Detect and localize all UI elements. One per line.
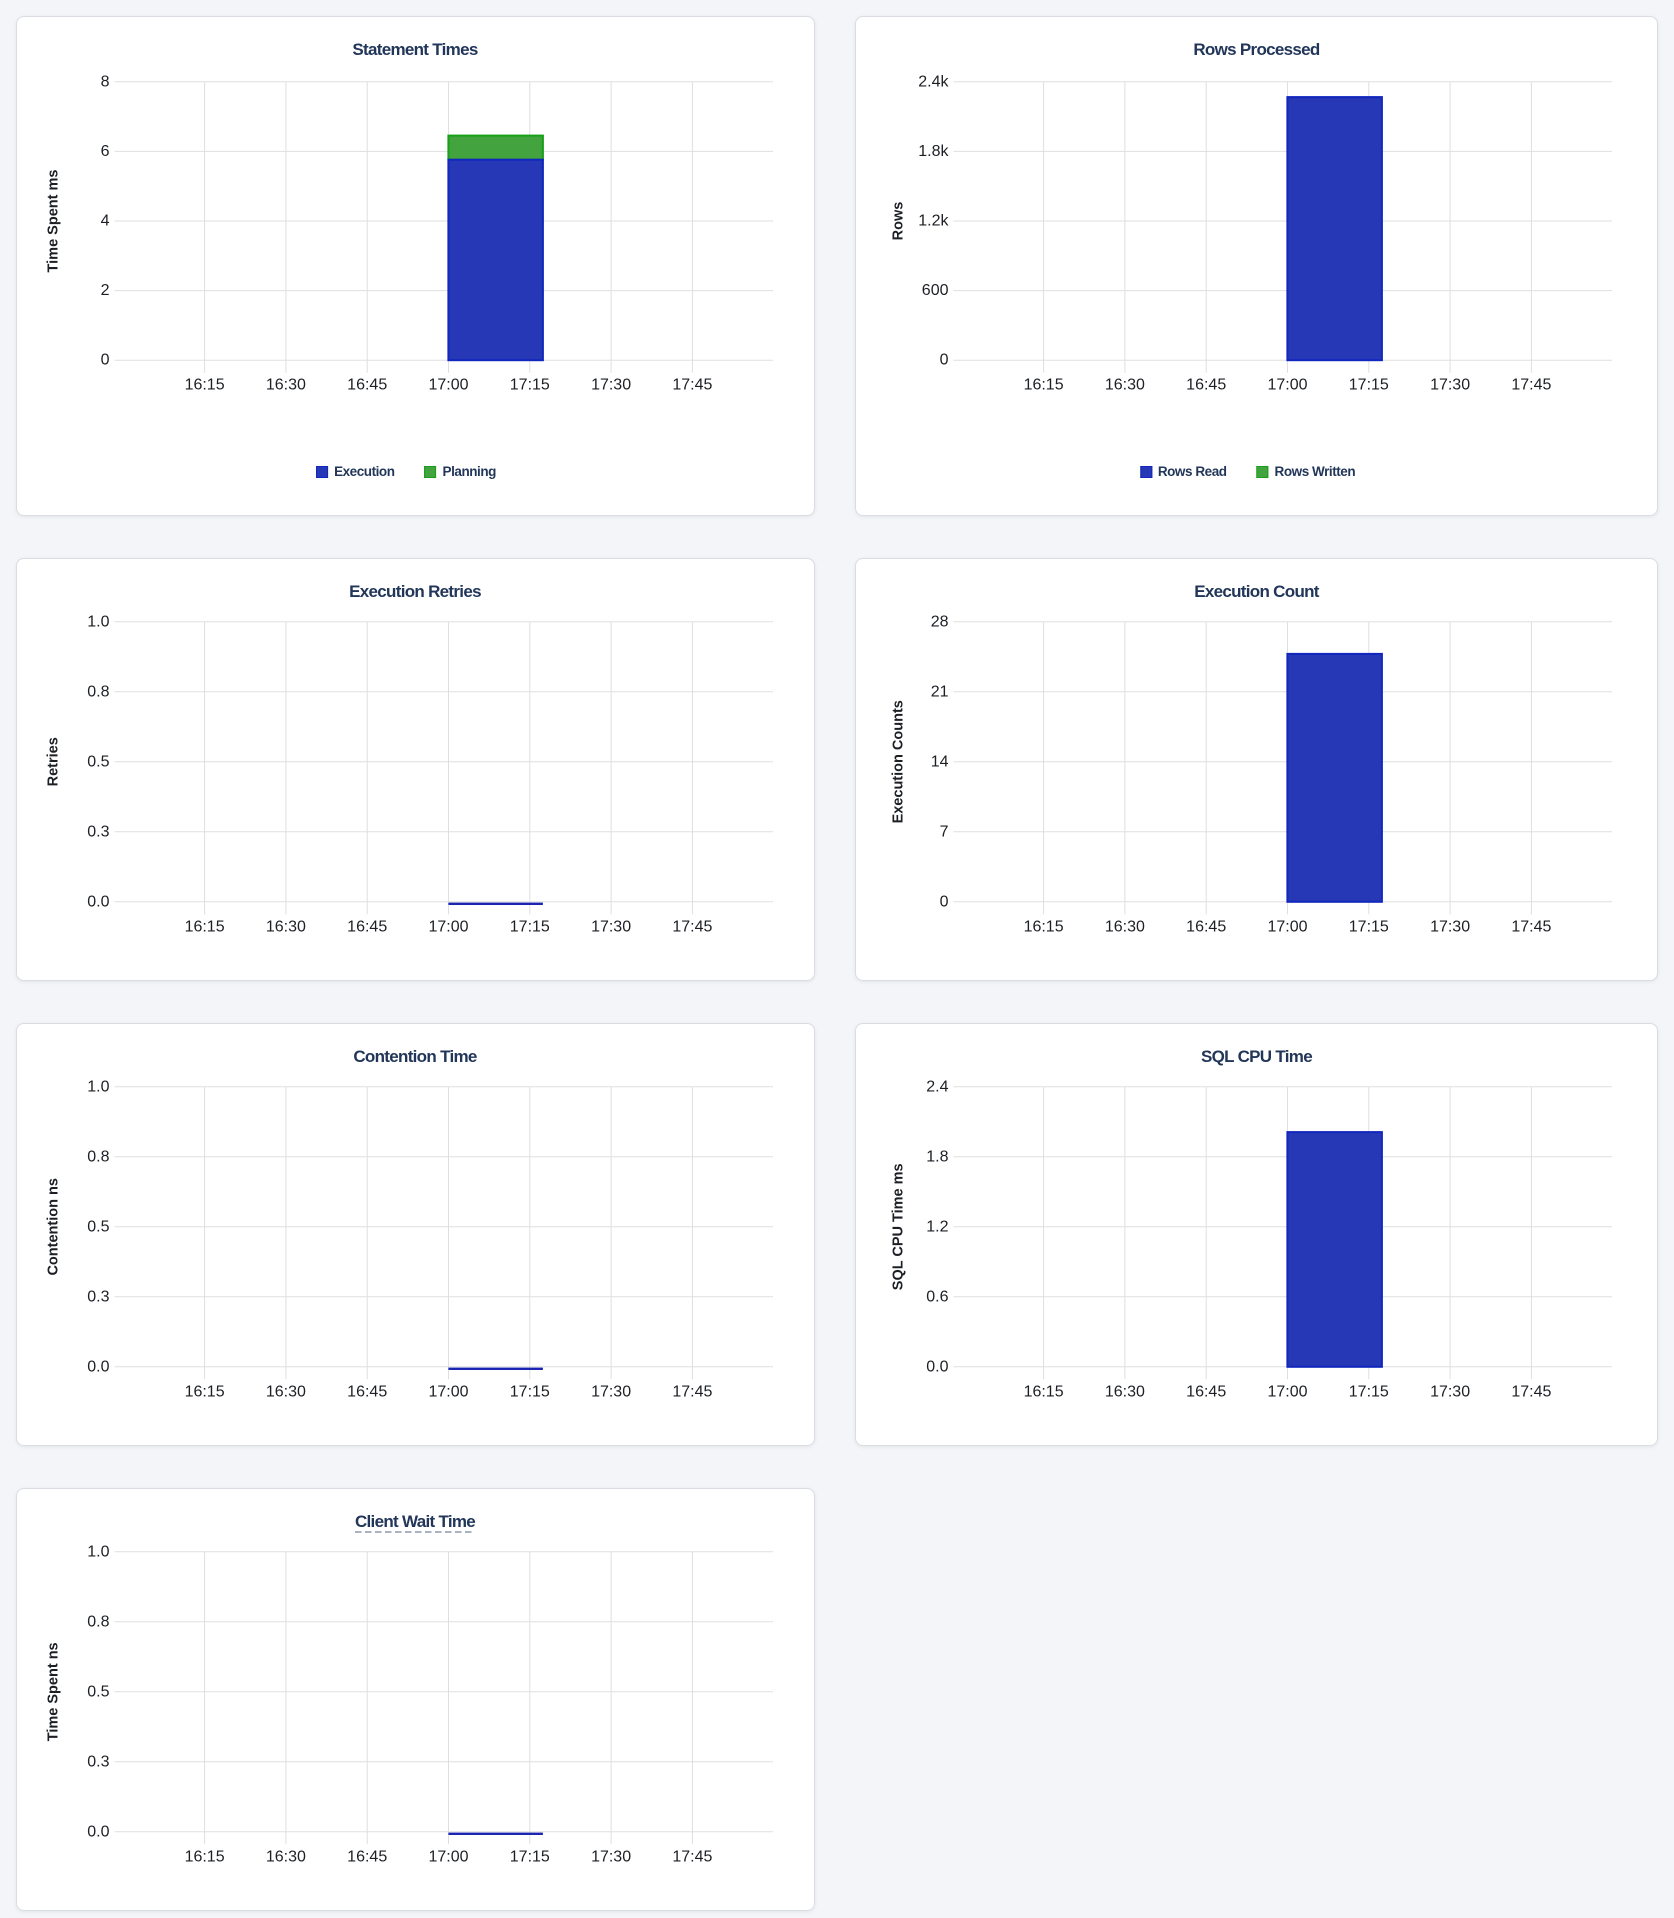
svg-text:SQL CPU Time ms: SQL CPU Time ms [891, 1163, 907, 1290]
svg-text:16:15: 16:15 [184, 1383, 224, 1400]
svg-text:0.5: 0.5 [87, 1218, 109, 1235]
svg-text:0.8: 0.8 [87, 1613, 109, 1630]
svg-text:16:45: 16:45 [347, 377, 387, 394]
svg-text:8: 8 [100, 73, 109, 90]
svg-text:0.5: 0.5 [87, 1683, 109, 1700]
svg-text:17:45: 17:45 [672, 918, 712, 935]
svg-text:14: 14 [931, 753, 949, 770]
svg-text:17:45: 17:45 [672, 1383, 712, 1400]
svg-text:17:00: 17:00 [1267, 377, 1307, 394]
svg-text:Contention ns: Contention ns [45, 1178, 61, 1275]
svg-text:17:45: 17:45 [1511, 377, 1551, 394]
svg-text:17:00: 17:00 [428, 1383, 468, 1400]
svg-text:17:15: 17:15 [509, 1848, 549, 1865]
svg-text:17:00: 17:00 [428, 377, 468, 394]
svg-text:0.0: 0.0 [87, 1358, 109, 1375]
svg-text:17:30: 17:30 [591, 377, 631, 394]
svg-text:1.8k: 1.8k [918, 143, 949, 160]
svg-text:16:15: 16:15 [1024, 1383, 1064, 1400]
svg-text:21: 21 [931, 683, 949, 700]
svg-text:0.0: 0.0 [87, 1823, 109, 1840]
svg-text:17:45: 17:45 [1511, 1383, 1551, 1400]
svg-text:17:30: 17:30 [1430, 1383, 1470, 1400]
svg-text:17:30: 17:30 [591, 1383, 631, 1400]
svg-text:16:30: 16:30 [265, 1383, 305, 1400]
svg-text:0.8: 0.8 [87, 683, 109, 700]
svg-text:16:45: 16:45 [347, 1848, 387, 1865]
svg-text:16:15: 16:15 [1024, 377, 1064, 394]
svg-text:1.0: 1.0 [87, 1543, 109, 1560]
svg-text:0.3: 0.3 [87, 823, 109, 840]
svg-text:17:15: 17:15 [509, 918, 549, 935]
svg-text:Rows: Rows [891, 202, 907, 241]
svg-text:17:30: 17:30 [591, 1848, 631, 1865]
svg-text:16:30: 16:30 [1105, 918, 1145, 935]
svg-text:16:15: 16:15 [1024, 918, 1064, 935]
svg-text:17:45: 17:45 [672, 1848, 712, 1865]
svg-text:1.2k: 1.2k [918, 213, 949, 230]
svg-text:17:15: 17:15 [1349, 1383, 1389, 1400]
svg-text:16:30: 16:30 [265, 377, 305, 394]
svg-text:0.0: 0.0 [926, 1358, 948, 1375]
svg-text:16:45: 16:45 [1186, 377, 1226, 394]
svg-text:4: 4 [100, 213, 109, 230]
svg-text:0.8: 0.8 [87, 1148, 109, 1165]
svg-text:17:30: 17:30 [1430, 377, 1470, 394]
svg-text:17:15: 17:15 [1349, 377, 1389, 394]
svg-text:0: 0 [940, 352, 949, 369]
svg-text:2.4k: 2.4k [918, 73, 949, 90]
svg-text:1.8: 1.8 [926, 1148, 948, 1165]
svg-text:16:30: 16:30 [1105, 377, 1145, 394]
svg-text:Time Spent ns: Time Spent ns [45, 1642, 61, 1741]
svg-text:1.0: 1.0 [87, 613, 109, 630]
svg-text:16:30: 16:30 [1105, 1383, 1145, 1400]
svg-text:17:45: 17:45 [672, 377, 712, 394]
svg-text:17:00: 17:00 [428, 1848, 468, 1865]
svg-text:0.3: 0.3 [87, 1288, 109, 1305]
svg-text:2.4: 2.4 [926, 1078, 948, 1095]
svg-text:16:15: 16:15 [184, 377, 224, 394]
svg-text:17:15: 17:15 [1349, 918, 1389, 935]
svg-text:17:00: 17:00 [428, 918, 468, 935]
svg-text:16:30: 16:30 [265, 1848, 305, 1865]
svg-text:16:15: 16:15 [184, 918, 224, 935]
svg-text:17:00: 17:00 [1267, 1383, 1307, 1400]
svg-text:1.0: 1.0 [87, 1078, 109, 1095]
svg-text:1.2: 1.2 [926, 1218, 948, 1235]
svg-text:0.0: 0.0 [87, 893, 109, 910]
svg-text:Execution Counts: Execution Counts [891, 700, 907, 823]
svg-text:16:45: 16:45 [347, 918, 387, 935]
svg-text:17:00: 17:00 [1267, 918, 1307, 935]
svg-text:0: 0 [100, 352, 109, 369]
svg-text:16:45: 16:45 [1186, 1383, 1226, 1400]
svg-text:0.6: 0.6 [926, 1288, 948, 1305]
svg-text:600: 600 [922, 282, 949, 299]
svg-text:2: 2 [100, 282, 109, 299]
svg-text:16:30: 16:30 [265, 918, 305, 935]
svg-text:16:15: 16:15 [184, 1848, 224, 1865]
svg-text:17:45: 17:45 [1511, 918, 1551, 935]
svg-text:0.3: 0.3 [87, 1753, 109, 1770]
svg-text:0.5: 0.5 [87, 753, 109, 770]
svg-text:17:30: 17:30 [1430, 918, 1470, 935]
svg-text:16:45: 16:45 [1186, 918, 1226, 935]
svg-text:17:15: 17:15 [509, 1383, 549, 1400]
svg-text:0: 0 [940, 893, 949, 910]
svg-text:17:15: 17:15 [509, 377, 549, 394]
svg-text:Time Spent ms: Time Spent ms [45, 170, 61, 273]
svg-text:17:30: 17:30 [591, 918, 631, 935]
svg-text:16:45: 16:45 [347, 1383, 387, 1400]
svg-text:Retries: Retries [45, 737, 61, 786]
svg-text:7: 7 [940, 823, 949, 840]
svg-text:6: 6 [100, 143, 109, 160]
svg-text:28: 28 [931, 613, 949, 630]
